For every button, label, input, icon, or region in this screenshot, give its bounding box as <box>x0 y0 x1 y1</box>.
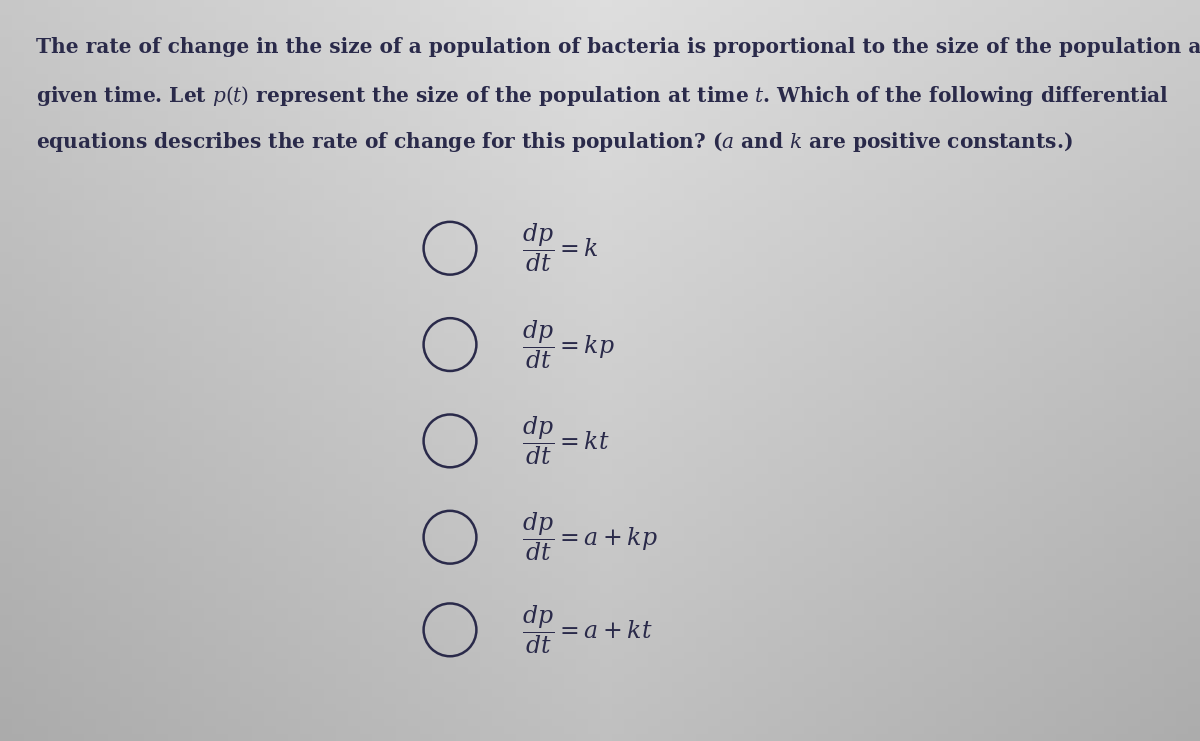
Text: The rate of change in the size of a population of bacteria is proportional to th: The rate of change in the size of a popu… <box>36 37 1200 57</box>
Text: $\dfrac{dp}{dt} = a+kt$: $\dfrac{dp}{dt} = a+kt$ <box>522 604 653 656</box>
Text: equations describes the rate of change for this population? ($a$ and $k$ are pos: equations describes the rate of change f… <box>36 130 1073 154</box>
Text: $\dfrac{dp}{dt} = k$: $\dfrac{dp}{dt} = k$ <box>522 222 599 274</box>
Text: $\dfrac{dp}{dt} = a+kp$: $\dfrac{dp}{dt} = a+kp$ <box>522 511 658 563</box>
Text: $\dfrac{dp}{dt} = kp$: $\dfrac{dp}{dt} = kp$ <box>522 319 614 370</box>
Text: given time. Let $p(t)$ represent the size of the population at time $t$. Which o: given time. Let $p(t)$ represent the siz… <box>36 84 1169 107</box>
Text: $\dfrac{dp}{dt} = kt$: $\dfrac{dp}{dt} = kt$ <box>522 415 610 467</box>
